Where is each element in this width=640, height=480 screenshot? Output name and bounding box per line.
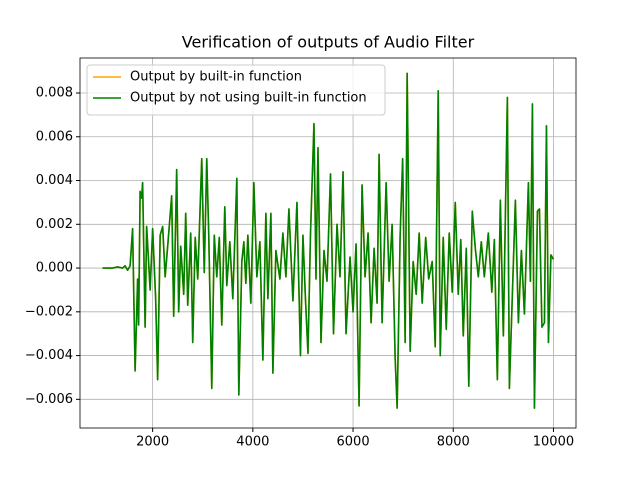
line-series — [102, 72, 555, 409]
y-tick-label: −0.006 — [25, 392, 73, 407]
x-tick-label: 8000 — [437, 435, 470, 450]
legend-box — [86, 64, 386, 116]
x-tick-label: 4000 — [236, 435, 269, 450]
chart-title: Verification of outputs of Audio Filter — [182, 33, 475, 52]
legend-label: Output by built-in function — [130, 70, 302, 85]
x-tick-label: 2000 — [136, 435, 169, 450]
y-tick-label: −0.002 — [25, 304, 73, 319]
y-tick-label: −0.004 — [25, 348, 73, 363]
x-tick-label: 6000 — [337, 435, 370, 450]
legend: Output by built-in function Output by not… — [86, 64, 386, 116]
y-tick-label: 0.004 — [36, 173, 73, 188]
y-tick-label: 0.006 — [36, 129, 73, 144]
y-tick-label: 0.000 — [36, 261, 73, 276]
legend-label: Output by not using built-in function — [130, 91, 367, 106]
y-tick-label: 0.002 — [36, 217, 73, 232]
x-tick-label: 10000 — [533, 435, 574, 450]
y-tick-label: 0.008 — [36, 86, 73, 101]
plot-frame — [79, 57, 577, 429]
